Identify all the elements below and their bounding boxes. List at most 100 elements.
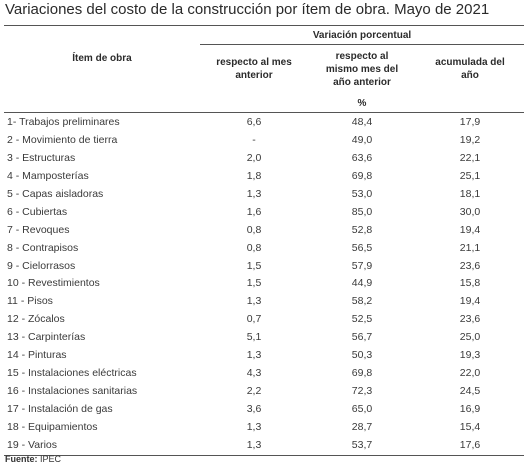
row-value-year-prior: 85,0	[351, 205, 373, 218]
row-value-year-prior: 56,7	[351, 331, 373, 344]
row-value-year-to-date: 30,0	[459, 205, 481, 218]
table-row: 16 - Instalaciones sanitarias 2,2 72,3 24,5	[4, 383, 524, 401]
row-value-year-to-date: 25,1	[459, 169, 481, 182]
table-row: 10 - Revestimientos 1,5 44,9 15,8	[4, 275, 524, 293]
table-row: 11 - Pisos 1,3 58,2 19,4	[4, 293, 524, 311]
table-row: 4 - Mamposterías 1,8 69,8 25,1	[4, 168, 524, 186]
row-value-month-prior: 2,2	[246, 385, 262, 398]
header-variation-group: Variación porcentual	[312, 30, 412, 41]
row-item-label: 2 - Movimiento de tierra	[7, 133, 118, 146]
row-value-year-to-date: 17,9	[459, 116, 481, 128]
row-value-year-to-date: 19,4	[459, 223, 481, 236]
row-value-year-to-date: 18,1	[459, 187, 481, 200]
header-year-prior: respecto al mismo mes del año anterior	[325, 51, 399, 88]
header-unit: %	[357, 98, 367, 109]
row-value-month-prior: 1,5	[246, 259, 262, 272]
row-value-month-prior: 3,6	[246, 403, 262, 415]
source-label: Fuente:	[5, 454, 38, 464]
row-value-year-prior: 65,0	[351, 403, 373, 415]
header-year-to-date: acumulada del año	[435, 57, 505, 81]
row-value-year-to-date: 19,3	[459, 349, 481, 362]
table-row: 1- Trabajos preliminares 6,6 48,4 17,9	[4, 114, 524, 132]
row-value-year-prior: 72,3	[351, 385, 373, 398]
row-item-label: 4 - Mamposterías	[7, 169, 89, 182]
table-top-rule	[4, 25, 524, 26]
row-value-year-prior: 63,6	[351, 151, 373, 164]
table-row: 15 - Instalaciones eléctricas 4,3 69,8 22,0	[4, 365, 524, 383]
table-row: 2 - Movimiento de tierra - 49,0 19,2	[4, 132, 524, 150]
row-value-year-to-date: 22,0	[459, 367, 481, 380]
row-value-year-prior: 53,7	[351, 438, 373, 451]
table-row: 17 - Instalación de gas 3,6 65,0 16,9	[4, 401, 524, 419]
header-month-prior: respecto al mes anterior	[216, 57, 292, 81]
row-value-year-to-date: 16,9	[459, 403, 481, 415]
row-item-label: 13 - Carpinterías	[7, 331, 86, 344]
row-value-month-prior: 6,6	[246, 116, 262, 128]
source-text: IPEC	[37, 454, 62, 464]
row-value-year-to-date: 23,6	[459, 259, 481, 272]
row-value-year-to-date: 21,1	[459, 241, 481, 254]
row-item-label: 11 - Pisos	[7, 295, 53, 308]
row-value-year-to-date: 19,2	[459, 133, 481, 146]
row-value-year-prior: 58,2	[351, 295, 373, 308]
row-value-year-prior: 49,0	[351, 133, 373, 146]
table-row: 5 - Capas aisladoras 1,3 53,0 18,1	[4, 186, 524, 204]
row-value-year-prior: 52,5	[351, 313, 373, 326]
table-row: 3 - Estructuras 2,0 63,6 22,1	[4, 150, 524, 168]
table-body: 1- Trabajos preliminares 6,6 48,4 17,9 2 - M…	[4, 114, 524, 455]
row-value-month-prior: 1,3	[246, 187, 262, 200]
source-note: Fuente: IPEC	[5, 454, 61, 464]
row-value-year-prior: 48,4	[351, 116, 373, 128]
row-value-year-prior: 57,9	[351, 259, 373, 272]
row-value-year-to-date: 23,6	[459, 313, 481, 326]
row-item-label: 8 - Contrapisos	[7, 241, 79, 254]
row-value-month-prior: 1,3	[246, 420, 262, 433]
row-value-year-to-date: 15,8	[459, 277, 481, 290]
row-value-month-prior: 1,3	[246, 349, 262, 362]
row-item-label: 9 - Cielorrasos	[7, 259, 76, 272]
row-value-year-to-date: 19,4	[459, 295, 481, 308]
row-value-month-prior: 2,0	[246, 151, 262, 164]
row-value-year-to-date: 17,6	[459, 438, 481, 451]
page-title: Variaciones del costo de la construcción…	[5, 1, 490, 18]
row-item-label: 6 - Cubiertas	[7, 205, 68, 218]
row-value-year-to-date: 22,1	[459, 151, 481, 164]
table-row: 18 - Equipamientos 1,3 28,7 15,4	[4, 419, 524, 437]
row-value-year-prior: 44,9	[351, 277, 373, 290]
table-row: 9 - Cielorrasos 1,5 57,9 23,6	[4, 258, 524, 276]
header-bottom-rule	[4, 112, 524, 113]
row-value-year-to-date: 24,5	[459, 385, 481, 398]
row-value-month-prior: 4,3	[246, 367, 262, 380]
row-value-year-prior: 69,8	[351, 367, 373, 380]
row-item-label: 14 - Pinturas	[7, 349, 67, 362]
row-item-label: 18 - Equipamientos	[7, 420, 98, 433]
row-value-year-prior: 69,8	[351, 169, 373, 182]
row-item-label: 7 - Revoques	[7, 223, 70, 236]
row-item-label: 12 - Zócalos	[7, 313, 65, 326]
row-value-month-prior: 1,6	[246, 205, 262, 218]
row-item-label: 19 - Varios	[7, 438, 57, 451]
row-item-label: 10 - Revestimientos	[7, 277, 100, 290]
header-item: Ítem de obra	[72, 53, 132, 64]
table-row: 12 - Zócalos 0,7 52,5 23,6	[4, 311, 524, 329]
row-item-label: 3 - Estructuras	[7, 151, 76, 164]
row-item-label: 15 - Instalaciones eléctricas	[7, 367, 137, 380]
table-row: 6 - Cubiertas 1,6 85,0 30,0	[4, 204, 524, 222]
row-value-month-prior: 1,8	[246, 169, 262, 182]
table-row: 14 - Pinturas 1,3 50,3 19,3	[4, 347, 524, 365]
row-value-year-prior: 52,8	[351, 223, 373, 236]
row-value-month-prior: 5,1	[246, 331, 262, 344]
row-value-month-prior: 0,8	[246, 223, 262, 236]
row-value-year-to-date: 15,4	[459, 420, 481, 433]
table-row: 19 - Varios 1,3 53,7 17,6	[4, 437, 524, 455]
table-row: 13 - Carpinterías 5,1 56,7 25,0	[4, 329, 524, 347]
row-value-month-prior: 1,3	[246, 295, 262, 308]
row-value-year-to-date: 25,0	[459, 331, 481, 344]
row-item-label: 5 - Capas aisladoras	[7, 187, 104, 200]
row-value-year-prior: 50,3	[351, 349, 373, 362]
table-row: 7 - Revoques 0,8 52,8 19,4	[4, 222, 524, 240]
row-value-month-prior: 1,5	[246, 277, 262, 290]
row-value-month-prior: 1,3	[246, 438, 262, 451]
row-value-month-prior: 0,7	[246, 313, 262, 326]
row-value-year-prior: 28,7	[351, 420, 373, 433]
